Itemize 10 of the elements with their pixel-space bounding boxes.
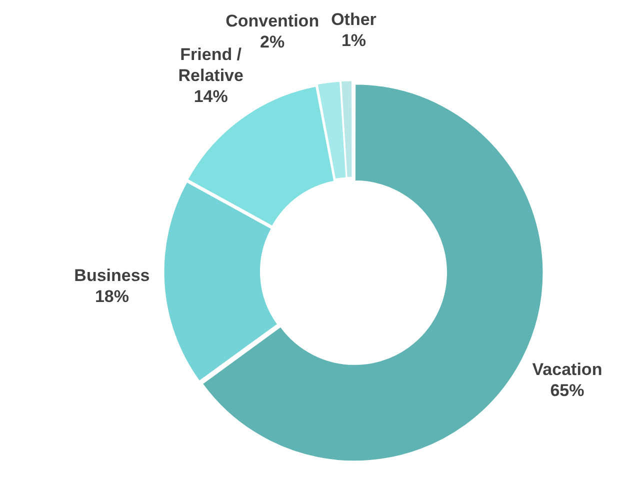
slice-label: Business xyxy=(74,266,150,285)
slice-label: Other xyxy=(331,10,377,29)
data-label: 65% xyxy=(550,381,584,400)
slice-label: Convention xyxy=(226,12,320,31)
data-label: 18% xyxy=(94,286,129,306)
slice-label: Friend / Relative xyxy=(178,45,244,86)
slice-label: Vacation xyxy=(532,360,602,380)
data-label: 2% xyxy=(260,32,285,52)
data-label: 1% xyxy=(341,30,366,50)
data-label: 14% xyxy=(194,87,228,106)
